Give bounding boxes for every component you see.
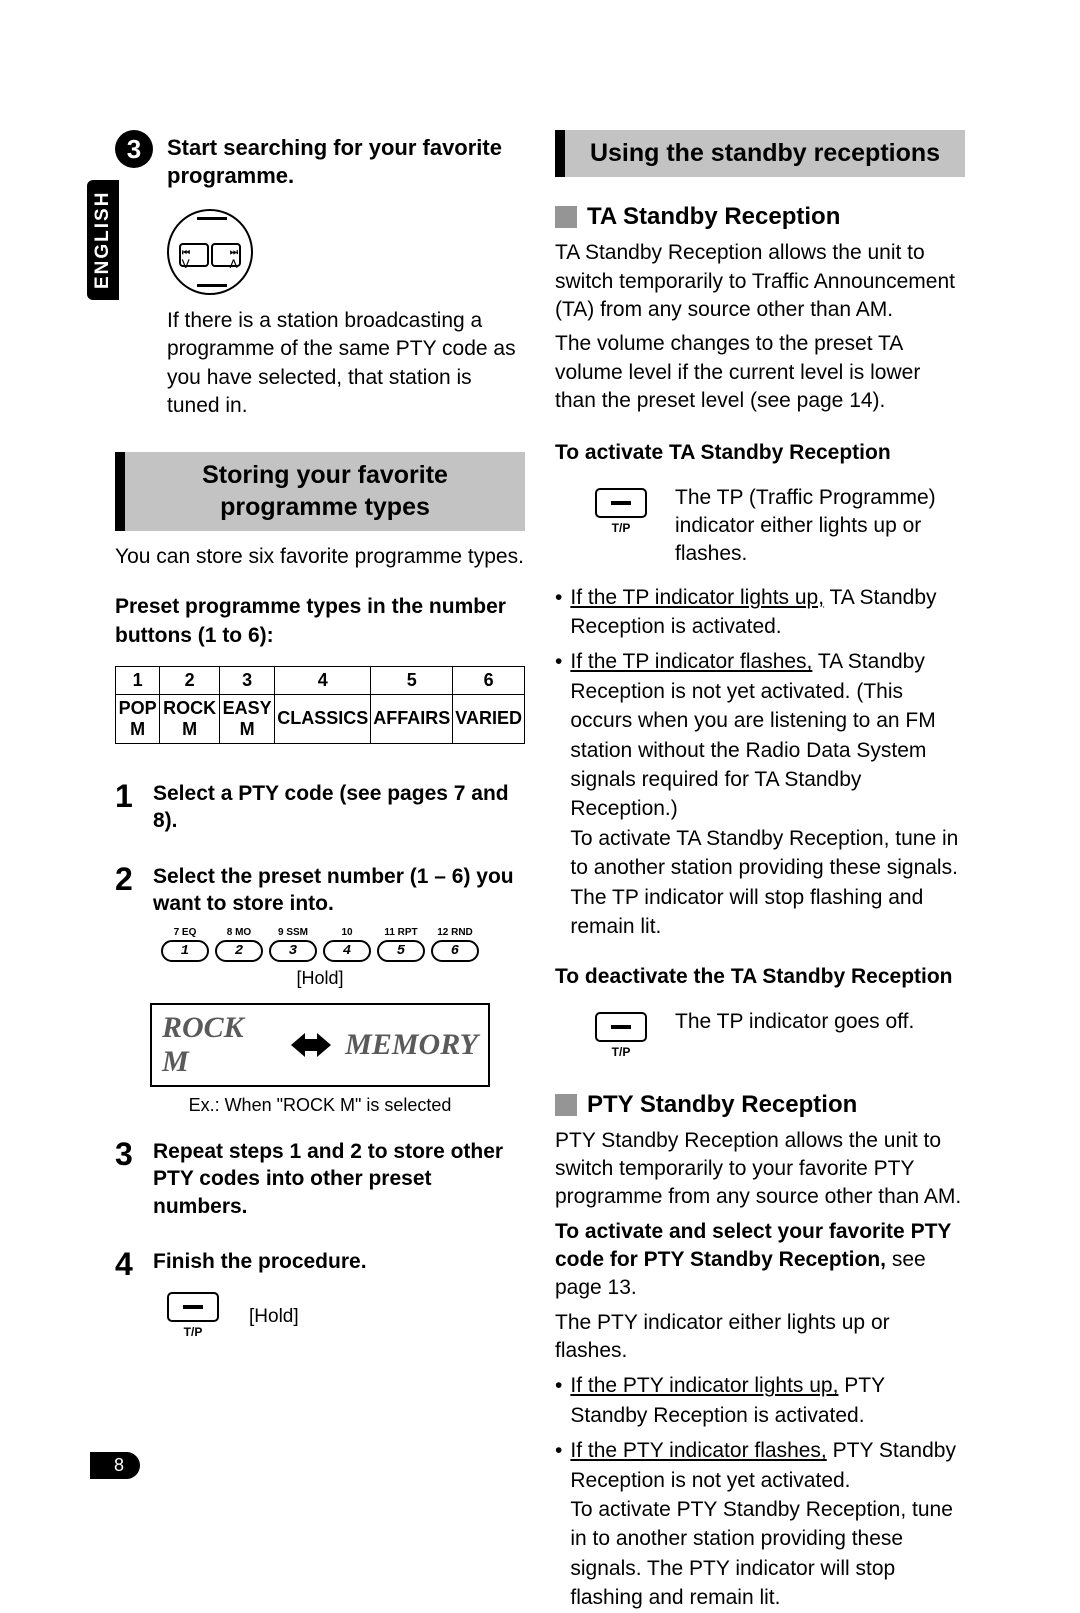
pty-subhead: PTY Standby Reception (555, 1091, 965, 1119)
bullet-icon: • (555, 1436, 562, 1612)
preset-table: 1 2 3 4 5 6 POP M ROCK M EASY M CLASSICS… (115, 666, 525, 744)
ta-activate-text: The TP (Traffic Programme) indicator eit… (675, 484, 965, 569)
tp-hold-row: T/P [Hold] (167, 1288, 525, 1347)
numstep-2-text: Select the preset number (1 – 6) you wan… (153, 863, 525, 918)
preset-label: POP M (116, 694, 160, 743)
lcd-left-text: ROCK M (162, 1011, 277, 1079)
pty-para-2: The PTY indicator either lights up or fl… (555, 1309, 965, 1366)
preset-button-5: 11 RPT5 (377, 927, 425, 962)
step-3-badge: 3 (115, 130, 153, 168)
tp-button-icon: T/P (167, 1292, 219, 1339)
tp-button-icon: T/P (595, 488, 647, 535)
numstep-2: 2 Select the preset number (1 – 6) you w… (115, 863, 525, 918)
preset-num: 3 (219, 666, 274, 694)
ta-deactivate-row: T/P The TP indicator goes off. (555, 1008, 965, 1067)
ta-para-1: TA Standby Reception allows the unit to … (555, 239, 965, 324)
step-3-description: If there is a station broadcasting a pro… (167, 307, 525, 420)
right-column: Using the standby receptions TA Standby … (555, 130, 965, 1429)
ta-para-2: The volume changes to the preset TA volu… (555, 330, 965, 415)
preset-num: 5 (371, 666, 453, 694)
preset-label: CLASSICS (275, 694, 371, 743)
numstep-1: 1 Select a PTY code (see pages 7 and 8). (115, 780, 525, 835)
step-3-body: ⏮⋁⏭⋀ If there is a station broadcasting … (167, 203, 525, 426)
numstep-4: 4 Finish the procedure. (115, 1248, 525, 1280)
pty-para-1: PTY Standby Reception allows the unit to… (555, 1127, 965, 1212)
ta-bullet-1: • If the TP indicator lights up, TA Stan… (555, 583, 965, 642)
preset-num: 4 (275, 666, 371, 694)
preset-num: 1 (116, 666, 160, 694)
pty-b1-underline: If the PTY indicator lights up, (570, 1374, 838, 1397)
numstep-2-num: 2 (115, 863, 143, 918)
page-content: 3 Start searching for your favorite prog… (115, 130, 965, 1429)
pty-b2-underline: If the PTY indicator flashes, (570, 1439, 826, 1462)
hold-caption: [Hold] (115, 968, 525, 989)
bullet-icon: • (555, 1371, 562, 1430)
storing-intro: You can store six favorite programme typ… (115, 543, 525, 571)
square-bullet-icon (555, 206, 577, 228)
lcd-right-text: MEMORY (345, 1028, 478, 1062)
preset-label: VARIED (453, 694, 525, 743)
numstep-1-num: 1 (115, 780, 143, 835)
numstep-4-num: 4 (115, 1248, 143, 1280)
lcd-caption: Ex.: When "ROCK M" is selected (115, 1095, 525, 1116)
preset-label: AFFAIRS (371, 694, 453, 743)
step-3: 3 Start searching for your favorite prog… (115, 130, 525, 189)
standby-banner: Using the standby receptions (555, 130, 965, 177)
pty-bullet-2: • If the PTY indicator flashes, PTY Stan… (555, 1436, 965, 1612)
bullet-icon: • (555, 647, 562, 941)
left-column: 3 Start searching for your favorite prog… (115, 130, 525, 1429)
ta-b2-rest: TA Standby Reception is not yet activate… (570, 650, 935, 820)
numstep-1-text: Select a PTY code (see pages 7 and 8). (153, 780, 525, 835)
ta-b2-cont: To activate TA Standby Reception, tune i… (570, 827, 958, 938)
ta-b1-underline: If the TP indicator lights up, (570, 586, 824, 609)
preset-label: EASY M (219, 694, 274, 743)
preset-button-2: 8 MO2 (215, 927, 263, 962)
pty-subhead-text: PTY Standby Reception (587, 1091, 857, 1119)
pty-bullet-1: • If the PTY indicator lights up, PTY St… (555, 1371, 965, 1430)
pty-activate-line: To activate and select your favorite PTY… (555, 1218, 965, 1303)
hold-label: [Hold] (249, 1306, 299, 1328)
pty-b2-cont: To activate PTY Standby Reception, tune … (570, 1498, 953, 1609)
preset-button-row: 7 EQ1 8 MO2 9 SSM3 104 11 RPT5 12 RND6 (115, 927, 525, 962)
preset-button-1: 7 EQ1 (161, 927, 209, 962)
ta-activate-row: T/P The TP (Traffic Programme) indicator… (555, 484, 965, 569)
step-3-title: Start searching for your favorite progra… (167, 130, 525, 189)
numstep-3-num: 3 (115, 1138, 143, 1220)
page-number: 8 (90, 1452, 140, 1479)
ta-activate-heading: To activate TA Standby Reception (555, 439, 965, 467)
preset-button-4: 104 (323, 927, 371, 962)
numstep-3-text: Repeat steps 1 and 2 to store other PTY … (153, 1138, 525, 1220)
table-row: POP M ROCK M EASY M CLASSICS AFFAIRS VAR… (116, 694, 525, 743)
numstep-4-text: Finish the procedure. (153, 1248, 367, 1280)
preset-label: ROCK M (160, 694, 220, 743)
storing-banner: Storing your favorite programme types (115, 452, 525, 531)
ta-subhead-text: TA Standby Reception (587, 203, 840, 231)
tp-button-icon: T/P (595, 1012, 647, 1059)
ta-bullet-2: • If the TP indicator flashes, TA Standb… (555, 647, 965, 941)
ta-subhead: TA Standby Reception (555, 203, 965, 231)
square-bullet-icon (555, 1094, 577, 1116)
preset-button-3: 9 SSM3 (269, 927, 317, 962)
ta-deactivate-text: The TP indicator goes off. (675, 1008, 914, 1036)
ta-deactivate-heading: To deactivate the TA Standby Reception (555, 963, 965, 991)
double-arrow-icon (291, 1029, 331, 1061)
preset-button-6: 12 RND6 (431, 927, 479, 962)
dial-control-icon: ⏮⋁⏭⋀ (167, 209, 253, 295)
numstep-3: 3 Repeat steps 1 and 2 to store other PT… (115, 1138, 525, 1220)
lcd-display: ROCK M MEMORY (150, 1003, 490, 1087)
table-row: 1 2 3 4 5 6 (116, 666, 525, 694)
preset-num: 6 (453, 666, 525, 694)
preset-heading: Preset programme types in the number but… (115, 593, 525, 650)
bullet-icon: • (555, 583, 562, 642)
preset-num: 2 (160, 666, 220, 694)
ta-b2-underline: If the TP indicator flashes, (570, 650, 812, 673)
